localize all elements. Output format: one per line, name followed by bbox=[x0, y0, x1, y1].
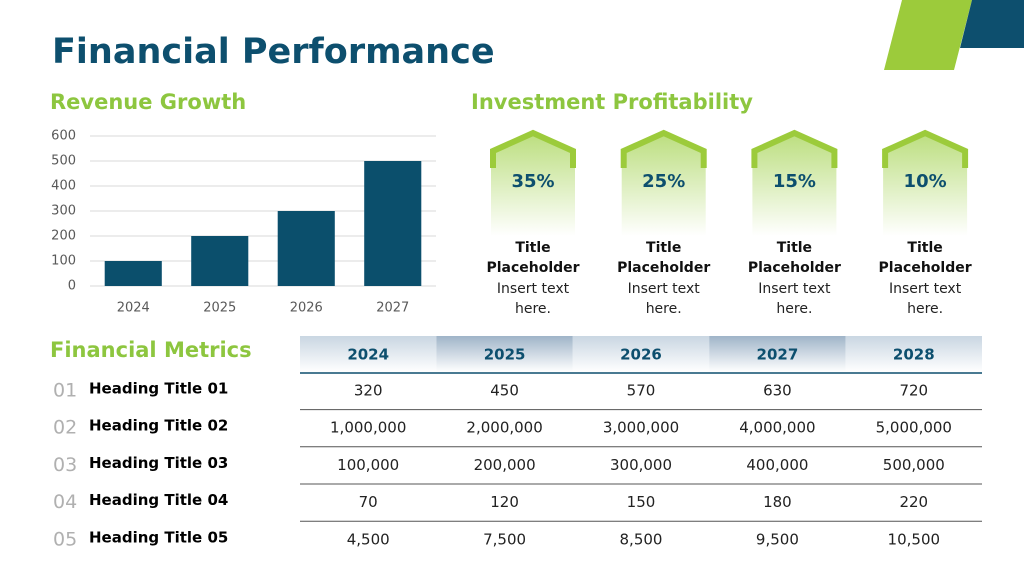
badge-value: 35% bbox=[511, 171, 554, 192]
cell: 150 bbox=[627, 493, 656, 511]
badge-border bbox=[882, 129, 969, 168]
row-number: 05 bbox=[53, 528, 77, 550]
bar bbox=[191, 236, 249, 286]
item-title: Title Placeholder bbox=[617, 240, 711, 276]
y-tick-label: 200 bbox=[51, 229, 76, 244]
column-header: 2024 bbox=[347, 346, 389, 364]
cell: 120 bbox=[490, 493, 519, 511]
row-number: 04 bbox=[53, 491, 77, 513]
badge bbox=[752, 130, 837, 236]
x-tick-label: 2027 bbox=[376, 301, 409, 316]
page-title: Financial Performance bbox=[52, 32, 495, 72]
cell: 4,000,000 bbox=[739, 419, 815, 437]
header-cell bbox=[436, 336, 573, 372]
y-tick-label: 500 bbox=[51, 154, 76, 169]
cell: 180 bbox=[763, 493, 792, 511]
item-title: Title Placeholder bbox=[878, 240, 972, 276]
y-tick-label: 100 bbox=[51, 254, 76, 269]
cell: 1,000,000 bbox=[330, 419, 406, 437]
row-heading: Heading Title 04 bbox=[89, 491, 228, 509]
badge bbox=[621, 130, 706, 236]
y-tick-label: 400 bbox=[51, 179, 76, 194]
row-heading: Heading Title 02 bbox=[89, 417, 228, 435]
column-header: 2028 bbox=[893, 346, 935, 364]
y-tick-label: 0 bbox=[68, 279, 76, 294]
cell: 400,000 bbox=[746, 456, 808, 474]
section-title: Investment Profitability bbox=[471, 90, 753, 114]
cell: 450 bbox=[490, 382, 519, 400]
cell: 570 bbox=[627, 382, 656, 400]
cell: 7,500 bbox=[483, 530, 526, 548]
badge-value: 15% bbox=[773, 171, 816, 192]
column-header: 2026 bbox=[620, 346, 662, 364]
cell: 500,000 bbox=[883, 456, 945, 474]
corner-blue bbox=[960, 0, 1024, 48]
row-heading: Heading Title 03 bbox=[89, 454, 228, 472]
badge-value: 10% bbox=[904, 171, 947, 192]
cell: 220 bbox=[899, 493, 928, 511]
badge bbox=[883, 130, 968, 236]
item-text: Insert text here. bbox=[888, 281, 962, 317]
cell: 200,000 bbox=[474, 456, 536, 474]
bar bbox=[277, 211, 335, 286]
cell: 100,000 bbox=[337, 456, 399, 474]
cell: 300,000 bbox=[610, 456, 672, 474]
item-title: Title Placeholder bbox=[486, 240, 580, 276]
item-text: Insert text here. bbox=[627, 281, 700, 317]
row-number: 01 bbox=[53, 380, 77, 402]
cell: 3,000,000 bbox=[603, 419, 679, 437]
cell: 2,000,000 bbox=[466, 419, 542, 437]
column-header: 2027 bbox=[757, 346, 799, 364]
cell: 9,500 bbox=[756, 530, 799, 548]
cell: 5,000,000 bbox=[876, 419, 952, 437]
cell: 8,500 bbox=[620, 530, 663, 548]
header-cell bbox=[572, 336, 710, 372]
cell: 720 bbox=[899, 382, 928, 400]
bar bbox=[364, 161, 422, 286]
y-tick-label: 600 bbox=[51, 129, 76, 144]
y-tick-label: 300 bbox=[51, 204, 76, 219]
badge-border bbox=[751, 129, 838, 168]
corner-green bbox=[884, 0, 972, 70]
badge-border bbox=[490, 129, 576, 168]
cell: 320 bbox=[354, 382, 383, 400]
row-heading: Heading Title 01 bbox=[89, 380, 228, 398]
cell: 70 bbox=[359, 493, 378, 511]
section-title: Financial Metrics bbox=[50, 338, 252, 362]
row-number: 02 bbox=[53, 417, 77, 439]
header-cell bbox=[300, 336, 437, 372]
cell: 4,500 bbox=[347, 530, 390, 548]
x-tick-label: 2026 bbox=[290, 301, 323, 316]
bar bbox=[104, 261, 162, 286]
cell: 630 bbox=[763, 382, 792, 400]
badge bbox=[491, 130, 575, 236]
column-header: 2025 bbox=[484, 346, 526, 364]
header-cell bbox=[709, 336, 846, 372]
chart-title: Revenue Growth bbox=[50, 90, 247, 114]
row-number: 03 bbox=[53, 454, 77, 476]
badge-border bbox=[620, 129, 707, 168]
header-cell bbox=[845, 336, 982, 372]
cell: 10,500 bbox=[888, 530, 941, 548]
x-tick-label: 2024 bbox=[117, 301, 150, 316]
x-tick-label: 2025 bbox=[203, 301, 236, 316]
row-heading: Heading Title 05 bbox=[89, 528, 228, 546]
item-text: Insert text here. bbox=[496, 281, 570, 317]
item-text: Insert text here. bbox=[758, 281, 831, 317]
item-title: Title Placeholder bbox=[747, 240, 841, 276]
badge-value: 25% bbox=[642, 171, 685, 192]
